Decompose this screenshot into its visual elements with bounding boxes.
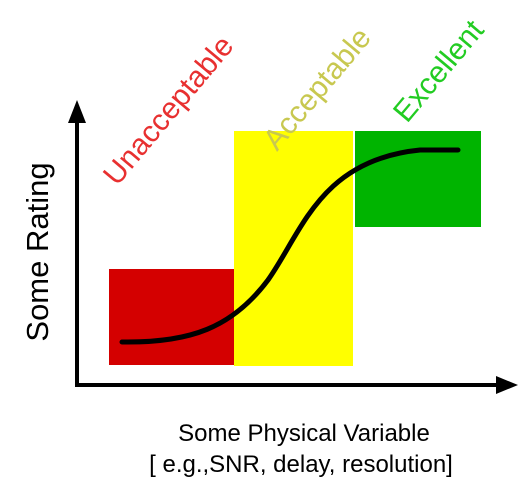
- y-axis-arrowhead: [68, 100, 86, 123]
- unacceptable-zone: [109, 269, 235, 365]
- y-axis-label: Some Rating: [20, 162, 55, 341]
- acceptable-zone: [234, 131, 353, 366]
- x-axis-label-line2: [ e.g.,SNR, delay, resolution]: [149, 451, 453, 478]
- rating-curve: [119, 147, 461, 345]
- x-axis-arrowhead: [496, 376, 518, 394]
- excellent-zone: [355, 131, 481, 227]
- unacceptable-label: Unacceptable: [97, 30, 240, 192]
- x-axis-label-line1: Some Physical Variable: [178, 420, 430, 447]
- excellent-label: Excellent: [387, 14, 491, 129]
